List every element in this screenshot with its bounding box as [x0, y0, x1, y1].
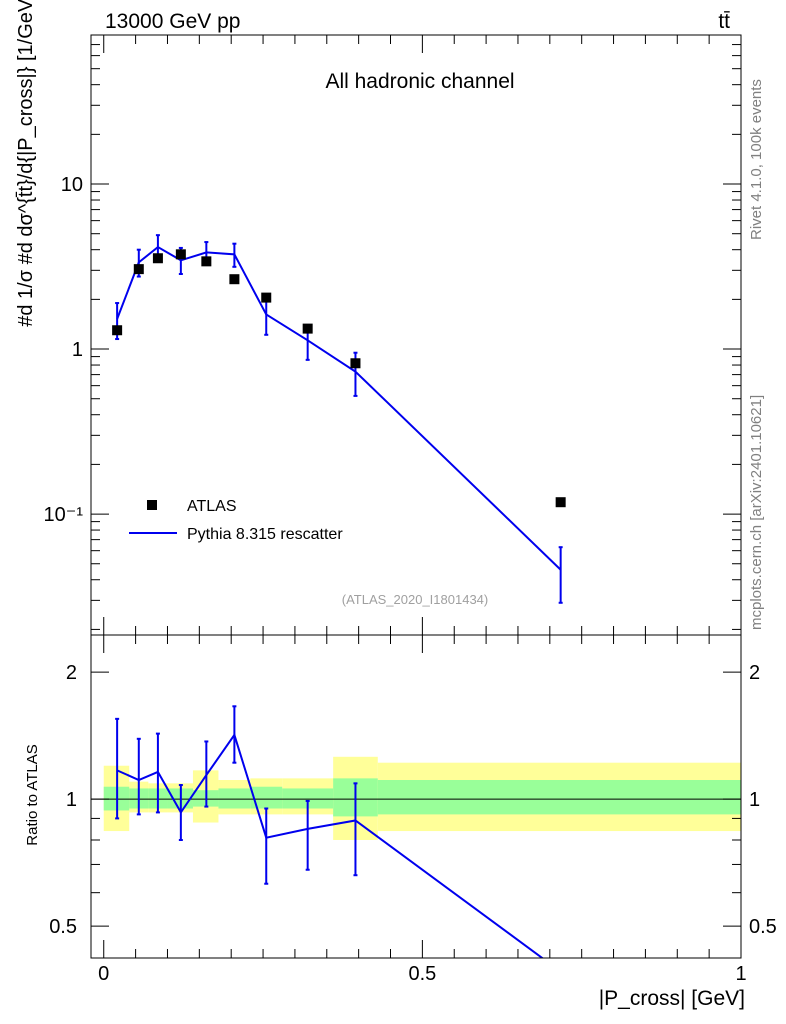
legend-label-atlas: ATLAS	[187, 498, 237, 515]
main-ylabel-text: #d 1/σ #d dσ^{t̄t}/d{|P_cross|} [1/GeV]	[15, 0, 37, 327]
ratio-xtick-label: 0.5	[408, 963, 436, 985]
atlas-point	[133, 264, 144, 275]
main-ytick-label: 10	[61, 174, 83, 196]
energy-label: 13000 GeV pp	[105, 10, 240, 33]
atlas-point	[175, 249, 186, 260]
site-label-group: mcplots.cern.ch [arXiv:2401.10621]	[748, 395, 765, 630]
ratio-ytick-label: 1	[66, 789, 77, 811]
stat-uncertainty-band	[250, 786, 283, 809]
main-frame	[90, 34, 742, 636]
main-panel: All hadronic channel (ATLAS_2020_I180143…	[15, 0, 742, 636]
ratio-xtick-label: 1	[735, 963, 746, 985]
atlas-point	[229, 274, 240, 285]
atlas-point	[201, 256, 212, 267]
atlas-point	[112, 325, 123, 336]
ratio-ytick-label: 0.5	[49, 916, 77, 938]
stat-uncertainty-band	[282, 788, 334, 809]
ratio-ylabel: Ratio to ATLAS	[24, 744, 41, 845]
atlas-point	[261, 292, 272, 303]
legend: ATLAS Pythia 8.315 rescatter	[129, 498, 343, 543]
ratio-xtick-label: 0	[98, 963, 109, 985]
main-title: All hadronic channel	[325, 70, 514, 93]
atlas-point	[302, 323, 313, 334]
atlas-point	[350, 358, 361, 369]
x-axis-label: |P_cross| [GeV]	[599, 987, 745, 1010]
ratio-ytick-label: 2	[66, 662, 77, 684]
ratio-line	[116, 732, 544, 958]
ratio-ytick-label-right: 2	[749, 662, 760, 684]
atlas-point	[152, 253, 163, 264]
rivet-label: Rivet 4.1.0, 100k events	[748, 79, 765, 240]
ratio-panel: 0.5 0.5 1 1 2 2 0 0.5 1 Ratio to ATLAS |P_cross|…	[24, 634, 777, 1010]
site-label: mcplots.cern.ch [arXiv:2401.10621]	[748, 395, 765, 630]
rivet-label-group: Rivet 4.1.0, 100k events	[748, 79, 765, 240]
pythia-line	[116, 245, 562, 571]
ratio-ytick-label-right: 1	[749, 789, 760, 811]
main-ytick-label: 10⁻¹	[44, 504, 84, 526]
legend-label-pythia: Pythia 8.315 rescatter	[187, 526, 343, 543]
legend-marker-atlas	[147, 500, 157, 510]
ratio-ylabel-text: Ratio to ATLAS	[24, 744, 41, 845]
main-ytick-label: 1	[72, 339, 83, 361]
stat-uncertainty-band	[377, 780, 741, 815]
ratio-frame	[90, 634, 742, 959]
process-label: tt̄	[718, 10, 730, 33]
ratio-ytick-label-right: 0.5	[749, 916, 777, 938]
stat-uncertainty-band	[218, 788, 251, 809]
main-ylabel: #d 1/σ #d dσ^{t̄t}/d{|P_cross|} [1/GeV]	[15, 0, 37, 327]
analysis-id: (ATLAS_2020_I1801434)	[342, 592, 488, 607]
atlas-point	[555, 497, 566, 508]
